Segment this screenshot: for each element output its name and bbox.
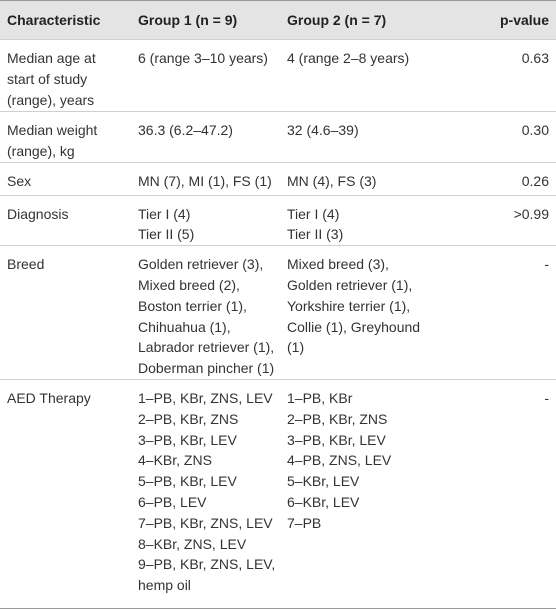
- cell: Tier I (4) Tier II (5): [131, 194, 280, 246]
- cell-line: Tier I (4): [287, 205, 340, 222]
- cell-line: Boston terrier (1),: [138, 297, 247, 314]
- table-body: Median age at start of study (range), year…: [0, 39, 556, 609]
- cell-line: Tier II (3): [287, 226, 344, 243]
- cell: 6 (range 3–10 years): [131, 39, 280, 112]
- cell-line: 4–KBr, ZNS: [138, 452, 212, 469]
- cell-line: Sex: [7, 172, 32, 189]
- cell: AED Therapy: [0, 378, 131, 609]
- cell-line: 7–PB, KBr, ZNS, LEV: [138, 514, 273, 531]
- cell-line: 2–PB, KBr, ZNS: [287, 410, 388, 427]
- cell-line: Median weight: [7, 122, 98, 138]
- cell: 36.3 (6.2–47.2): [131, 111, 280, 163]
- header-cell: p-value: [470, 0, 556, 40]
- cell: Golden retriever (3), Mixed breed (2), Bos…: [131, 245, 280, 380]
- cell-line: (range), kg: [7, 142, 75, 159]
- cell-line: 5–KBr, LEV: [287, 473, 360, 490]
- p-value-cell: 0.63: [470, 39, 556, 112]
- cell-line: 4 (range 2–8 years): [287, 50, 410, 66]
- p-value-cell: -: [470, 378, 556, 609]
- cell-line: 7–PB: [287, 514, 322, 531]
- header-row: Characteristic Group 1 (n = 9) Group 2 (n …: [0, 0, 556, 40]
- cell-line: Chihuahua (1),: [138, 318, 231, 335]
- cell-line: 6–KBr, LEV: [287, 493, 360, 510]
- p-value-cell: 0.30: [470, 111, 556, 163]
- cell-line: 32 (4.6–39): [287, 122, 359, 138]
- cell-line: 5–PB, KBr, LEV: [138, 473, 237, 490]
- cell-line: start of study: [7, 70, 88, 87]
- cell-line: Collie (1), Greyhound: [287, 318, 421, 335]
- table-row: Sex MN (7), MI (1), FS (1) MN (4), FS (3) 0…: [0, 161, 556, 196]
- cell-line: MN (7), MI (1), FS (1): [138, 172, 272, 189]
- cell: Diagnosis: [0, 194, 131, 246]
- cell-line: 36.3 (6.2–47.2): [138, 122, 233, 138]
- cell-line: Tier I (4): [138, 205, 191, 222]
- cell: Median weight (range), kg: [0, 111, 131, 163]
- cell-line: 6 (range 3–10 years): [138, 50, 268, 66]
- cell: Breed: [0, 245, 131, 380]
- cell-line: Labrador retriever (1),: [138, 339, 275, 356]
- cell-line: 6–PB, LEV: [138, 493, 207, 510]
- table-row: Breed Golden retriever (3), Mixed breed (2…: [0, 245, 556, 380]
- cell-line: Yorkshire terrier (1),: [287, 297, 411, 314]
- cell-line: Golden retriever (3),: [138, 256, 264, 273]
- header-cell: Characteristic: [0, 0, 131, 40]
- header-cell: Group 2 (n = 7): [280, 0, 470, 40]
- cell-line: 8–KBr, ZNS, LEV: [138, 535, 247, 552]
- cell: 4 (range 2–8 years): [280, 39, 470, 112]
- cell-line: Mixed breed (3),: [287, 256, 389, 273]
- table-row: Median age at start of study (range), year…: [0, 39, 556, 112]
- cell: Tier I (4) Tier II (3): [280, 194, 470, 246]
- cell-line: MN (4), FS (3): [287, 172, 377, 189]
- header-cell: Group 1 (n = 9): [131, 0, 280, 40]
- p-value-cell: 0.26: [470, 161, 556, 196]
- cell-line: Median age at: [7, 50, 96, 66]
- cell: 32 (4.6–39): [280, 111, 470, 163]
- cell-line: Diagnosis: [7, 205, 69, 222]
- table-row: Median weight (range), kg 36.3 (6.2–47.2) 3…: [0, 111, 556, 163]
- cell: MN (4), FS (3): [280, 161, 470, 196]
- cell-line: 2–PB, KBr, ZNS: [138, 410, 239, 427]
- cell-line: (range), years: [7, 91, 95, 108]
- table-row: AED Therapy 1–PB, KBr, ZNS, LEV 2–PB, KBr,…: [0, 378, 556, 609]
- p-value-cell: -: [470, 245, 556, 380]
- cell-line: (1): [287, 339, 305, 356]
- cell-line: 1–PB, KBr, ZNS, LEV: [138, 389, 273, 406]
- cell: 1–PB, KBr 2–PB, KBr, ZNS 3–PB, KBr, LEV 4–P…: [280, 378, 470, 609]
- cell-line: hemp oil: [138, 577, 191, 594]
- cell-line: AED Therapy: [7, 389, 91, 406]
- cell-line: 1–PB, KBr: [287, 389, 353, 406]
- cell: Median age at start of study (range), year…: [0, 39, 131, 112]
- cell: MN (7), MI (1), FS (1): [131, 161, 280, 196]
- cell: 1–PB, KBr, ZNS, LEV 2–PB, KBr, ZNS 3–PB, K…: [131, 378, 280, 609]
- cell-line: 4–PB, ZNS, LEV: [287, 452, 392, 469]
- cell-line: Mixed breed (2),: [138, 276, 240, 293]
- cell-line: Golden retriever (1),: [287, 276, 413, 293]
- cell-line: 9–PB, KBr, ZNS, LEV,: [138, 556, 276, 573]
- cell: Mixed breed (3), Golden retriever (1), Yor…: [280, 245, 470, 380]
- cell-line: 3–PB, KBr, LEV: [138, 431, 237, 448]
- cell: Sex: [0, 161, 131, 196]
- cell-line: Tier II (5): [138, 226, 195, 243]
- cell-line: Breed: [7, 256, 45, 273]
- cell-line: Doberman pincher (1): [138, 360, 275, 377]
- table-row: Diagnosis Tier I (4) Tier II (5) Tier I (4)…: [0, 194, 556, 246]
- cell-line: 3–PB, KBr, LEV: [287, 431, 386, 448]
- p-value-cell: >0.99: [470, 194, 556, 246]
